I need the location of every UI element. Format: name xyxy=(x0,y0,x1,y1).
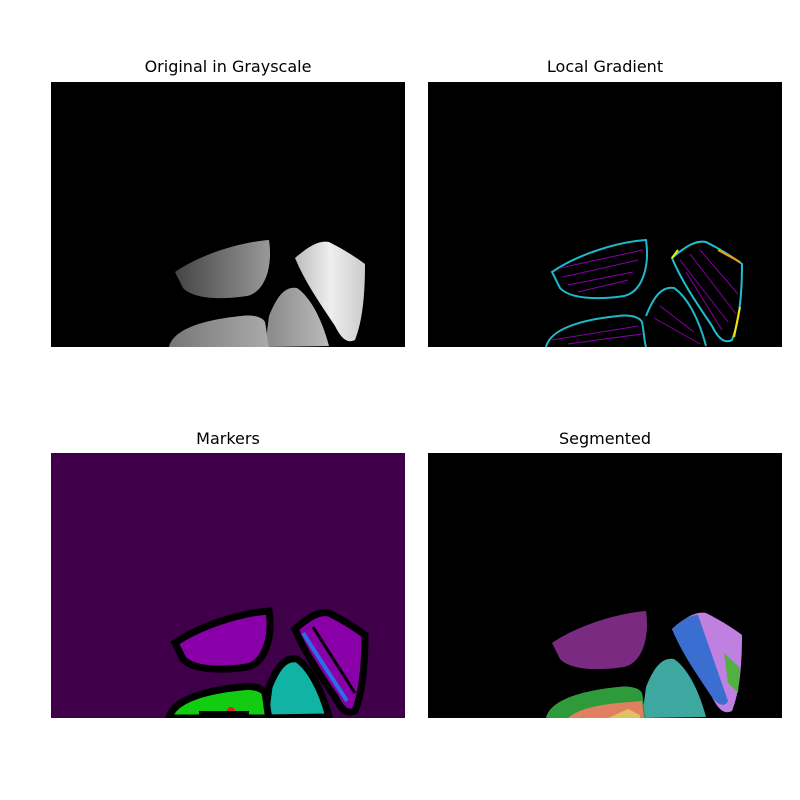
panel-markers xyxy=(51,453,405,718)
fragment-bottom-middle xyxy=(265,287,329,347)
panel-original-grayscale xyxy=(51,82,405,347)
panel-local-gradient xyxy=(428,82,782,347)
panel-title-markers: Markers xyxy=(196,429,260,448)
panel-title-original: Original in Grayscale xyxy=(144,57,312,76)
panel-segmented xyxy=(428,453,782,718)
fragment-bottom-left xyxy=(169,315,269,347)
fragment-right xyxy=(295,241,365,342)
panel-title-segmented: Segmented xyxy=(559,429,651,448)
panel-title-gradient: Local Gradient xyxy=(546,57,664,76)
fragment-top-left xyxy=(175,240,271,299)
